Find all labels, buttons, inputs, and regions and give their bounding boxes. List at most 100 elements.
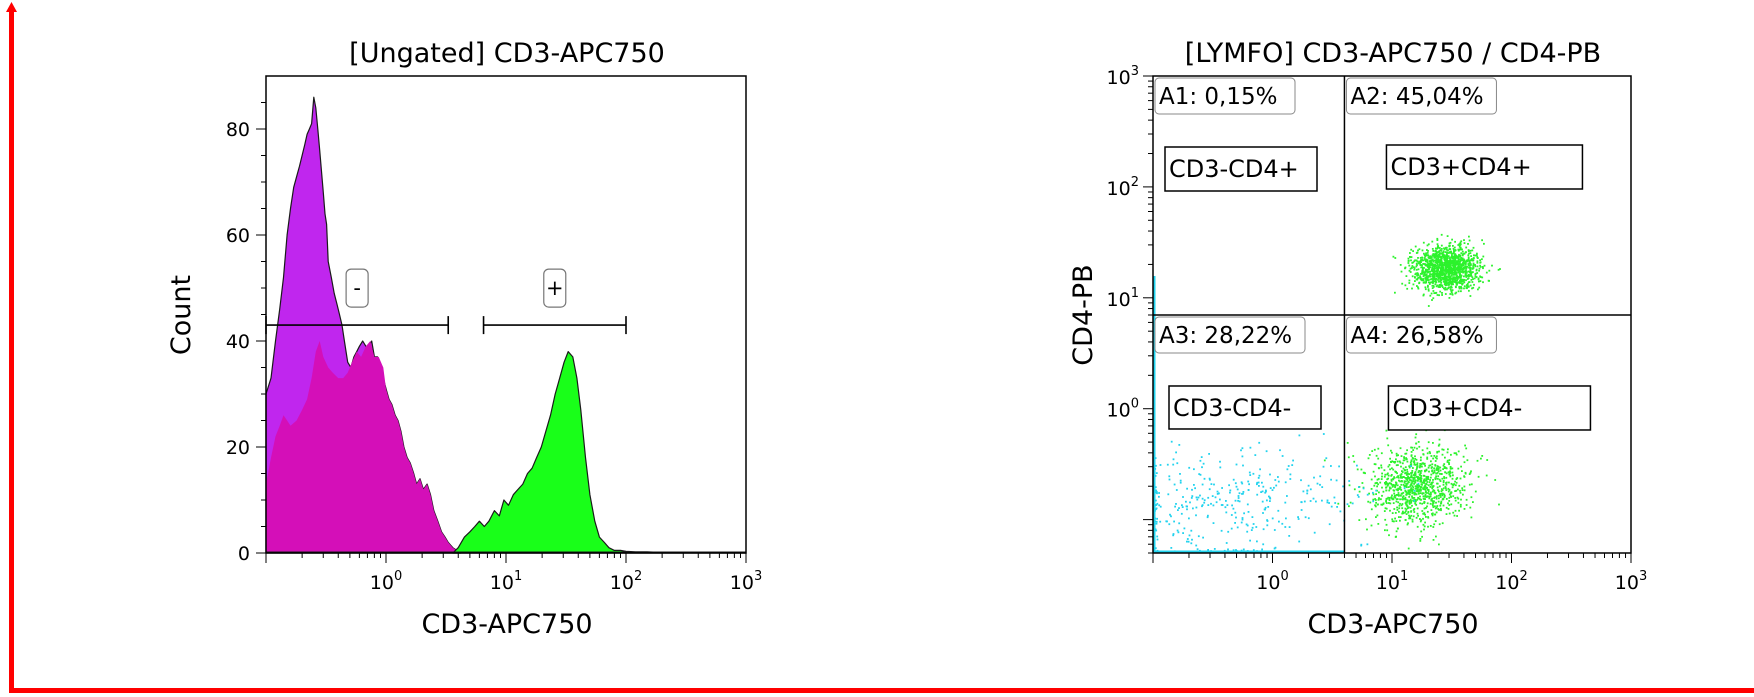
- event-dot: [1438, 294, 1440, 297]
- event-dot: [1446, 255, 1449, 257]
- event-dot: [1415, 265, 1418, 268]
- event-dot: [1431, 470, 1433, 473]
- event-dot: [1356, 494, 1359, 496]
- event-dot: [1234, 482, 1237, 485]
- event-dot: [1431, 263, 1434, 266]
- event-dot: [1498, 503, 1500, 506]
- event-dot: [1423, 271, 1425, 274]
- event-dot: [1410, 514, 1413, 517]
- event-dot: [1424, 258, 1426, 261]
- event-dot: [1366, 543, 1369, 546]
- histogram-x-tick-label-exponent: 2: [634, 569, 642, 584]
- event-dot: [1449, 241, 1452, 244]
- event-dot: [1206, 516, 1209, 519]
- event-dot: [1408, 515, 1411, 518]
- event-dot: [1461, 282, 1464, 285]
- event-dot: [1368, 454, 1371, 456]
- event-dot: [1444, 286, 1447, 289]
- event-dot: [1381, 472, 1383, 475]
- dotplot-x-tick-label: 101: [1376, 569, 1408, 594]
- event-dot: [1463, 267, 1466, 270]
- event-dot: [1199, 459, 1202, 462]
- histogram-x-tick-label: 101: [490, 569, 522, 594]
- event-dot: [1417, 249, 1419, 252]
- event-dot: [1159, 520, 1162, 523]
- event-dot: [1413, 446, 1416, 449]
- event-dot: [1400, 465, 1402, 468]
- event-dot: [1207, 549, 1209, 551]
- event-dot: [1434, 274, 1436, 276]
- event-dot: [1450, 252, 1452, 254]
- event-dot: [1370, 478, 1373, 481]
- event-dot: [1427, 478, 1430, 480]
- event-dot: [1399, 447, 1402, 450]
- event-dot: [1408, 517, 1410, 520]
- event-dot: [1170, 440, 1173, 443]
- event-dot: [1416, 498, 1419, 501]
- event-dot: [1383, 510, 1386, 512]
- event-dot: [1479, 280, 1482, 282]
- event-dot: [1393, 494, 1396, 497]
- event-dot: [1454, 264, 1457, 267]
- event-dot: [1410, 487, 1412, 489]
- event-dot: [1447, 281, 1450, 284]
- event-dot: [1426, 487, 1428, 489]
- event-dot: [1156, 535, 1159, 538]
- event-dot: [1397, 494, 1400, 497]
- event-dot: [1408, 264, 1411, 267]
- event-dot: [1444, 269, 1447, 272]
- event-dot: [1398, 516, 1400, 518]
- event-dot: [1321, 499, 1323, 502]
- event-dot: [1445, 476, 1448, 479]
- event-dot: [1445, 257, 1447, 260]
- event-dot: [1376, 478, 1379, 481]
- event-dot: [1449, 278, 1452, 281]
- event-dot: [1446, 264, 1449, 267]
- event-dot: [1186, 540, 1188, 543]
- event-dot: [1372, 470, 1375, 473]
- event-dot: [1458, 270, 1460, 273]
- event-dot: [1424, 286, 1427, 289]
- event-dot: [1435, 291, 1438, 294]
- event-dot: [1452, 263, 1455, 265]
- event-dot: [1409, 476, 1412, 479]
- event-dot: [1389, 502, 1392, 505]
- quadrant-name-A3: CD3-CD4-: [1173, 394, 1291, 422]
- event-dot: [1471, 287, 1473, 290]
- event-dot: [1408, 514, 1410, 517]
- event-dot: [1460, 498, 1462, 501]
- event-dot: [1394, 536, 1397, 538]
- event-dot: [1464, 263, 1467, 265]
- event-dot: [1418, 261, 1421, 264]
- event-dot: [1452, 257, 1454, 260]
- event-dot: [1424, 469, 1426, 472]
- event-dot: [1450, 262, 1452, 265]
- event-dot: [1378, 497, 1380, 499]
- event-dot: [1395, 520, 1398, 522]
- event-dot: [1421, 272, 1424, 275]
- event-dot: [1380, 498, 1382, 501]
- event-dot: [1444, 262, 1447, 265]
- event-dot: [1397, 464, 1399, 466]
- event-dot: [1405, 457, 1407, 459]
- event-dot: [1365, 518, 1367, 521]
- event-dot: [1178, 522, 1181, 525]
- event-dot: [1437, 475, 1440, 478]
- event-dot: [1274, 546, 1277, 549]
- event-dot: [1416, 264, 1418, 267]
- event-dot: [1381, 475, 1383, 478]
- event-dot: [1388, 489, 1391, 492]
- event-dot: [1393, 520, 1395, 523]
- event-dot: [1465, 267, 1468, 270]
- event-dot: [1470, 274, 1473, 277]
- event-dot: [1401, 476, 1403, 479]
- event-dot: [1413, 267, 1416, 269]
- event-dot: [1242, 492, 1244, 495]
- event-dot: [1439, 493, 1441, 495]
- event-dot: [1342, 485, 1344, 488]
- event-dot: [1441, 448, 1444, 451]
- event-dot: [1384, 483, 1387, 486]
- event-dot: [1439, 284, 1441, 287]
- event-dot: [1434, 283, 1437, 286]
- event-dot: [1453, 452, 1456, 455]
